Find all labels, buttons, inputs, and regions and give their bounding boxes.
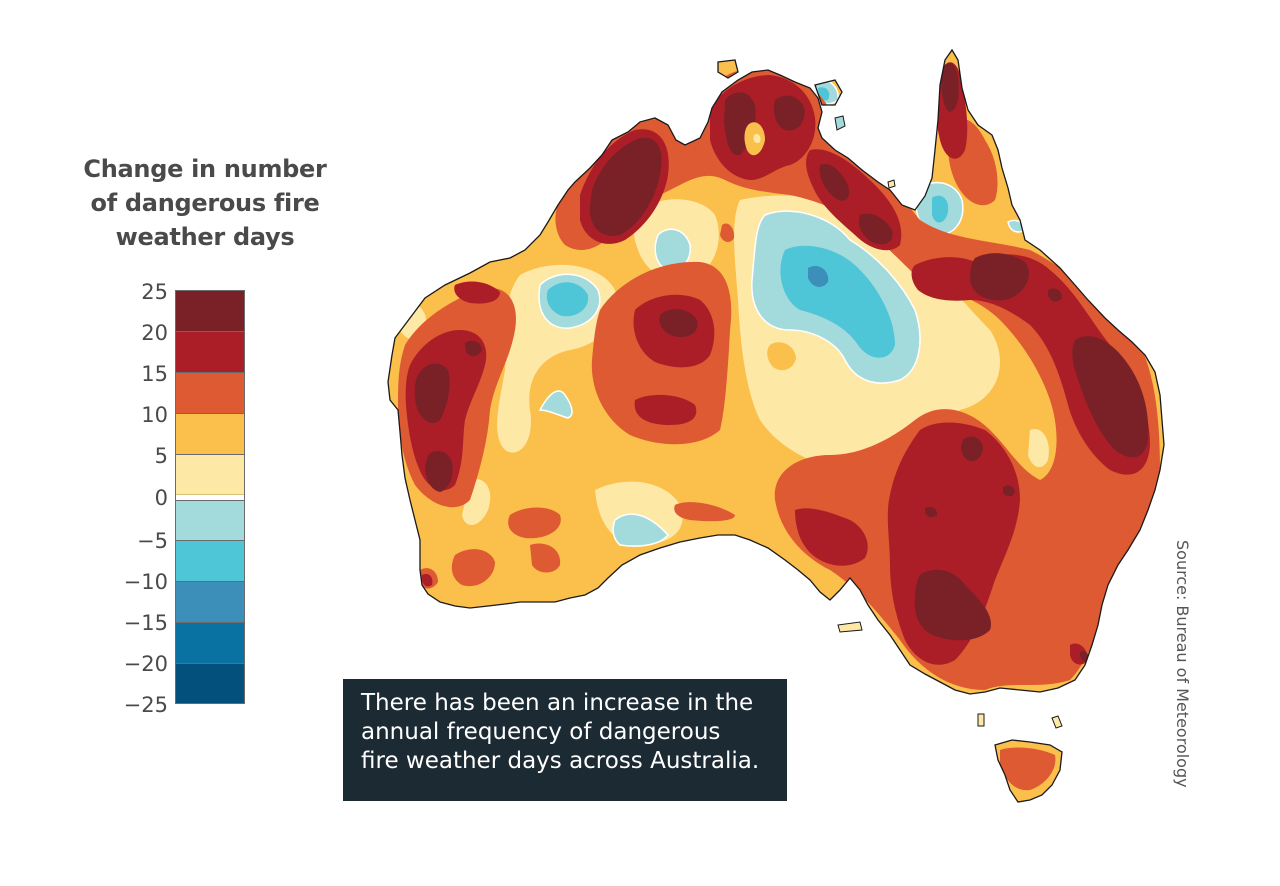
swatch-15-20: [176, 332, 244, 373]
tick-20: 20: [141, 321, 168, 345]
legend-title: Change in number of dangerous fire weath…: [70, 152, 340, 254]
island: [887, 179, 896, 189]
caption-line: annual frequency of dangerous: [361, 719, 721, 745]
swatch-n15-n20: [176, 623, 244, 664]
caption-line: There has been an increase in the: [361, 690, 754, 716]
legend-title-line: weather days: [115, 223, 295, 251]
tick-0: 0: [154, 486, 168, 510]
caption-box: There has been an increase in the annual…: [343, 679, 787, 801]
island: [1051, 715, 1063, 729]
swatch-0-5: [176, 455, 244, 495]
island: [834, 115, 846, 131]
tick-n20: −20: [123, 652, 168, 676]
swatch-20-25: [176, 291, 244, 332]
swatch-n10-n15: [176, 582, 244, 623]
swatch-5-10: [176, 414, 244, 455]
tick-n5: −5: [137, 529, 168, 553]
tick-n25: −25: [123, 693, 168, 717]
island: [977, 713, 985, 727]
tick-n15: −15: [123, 611, 168, 635]
swatch-n5-n10: [176, 541, 244, 582]
swatch-10-15: [176, 373, 244, 414]
tick-n10: −10: [123, 570, 168, 594]
swatch-zero: [176, 495, 244, 501]
color-scale-bar: [175, 290, 245, 704]
tick-10: 10: [141, 403, 168, 427]
legend-title-line: Change in number: [83, 155, 327, 183]
coastline: [387, 49, 1165, 803]
legend-title-line: of dangerous fire: [90, 189, 320, 217]
swatch-n20-n25: [176, 664, 244, 703]
tick-15: 15: [141, 362, 168, 386]
swatch-0-n5: [176, 501, 244, 541]
caption-line: fire weather days across Australia.: [361, 748, 760, 774]
island: [837, 621, 863, 633]
tick-25: 25: [141, 280, 168, 304]
source-credit: Source: Bureau of Meteorology: [1173, 540, 1192, 788]
tick-5: 5: [154, 444, 168, 468]
